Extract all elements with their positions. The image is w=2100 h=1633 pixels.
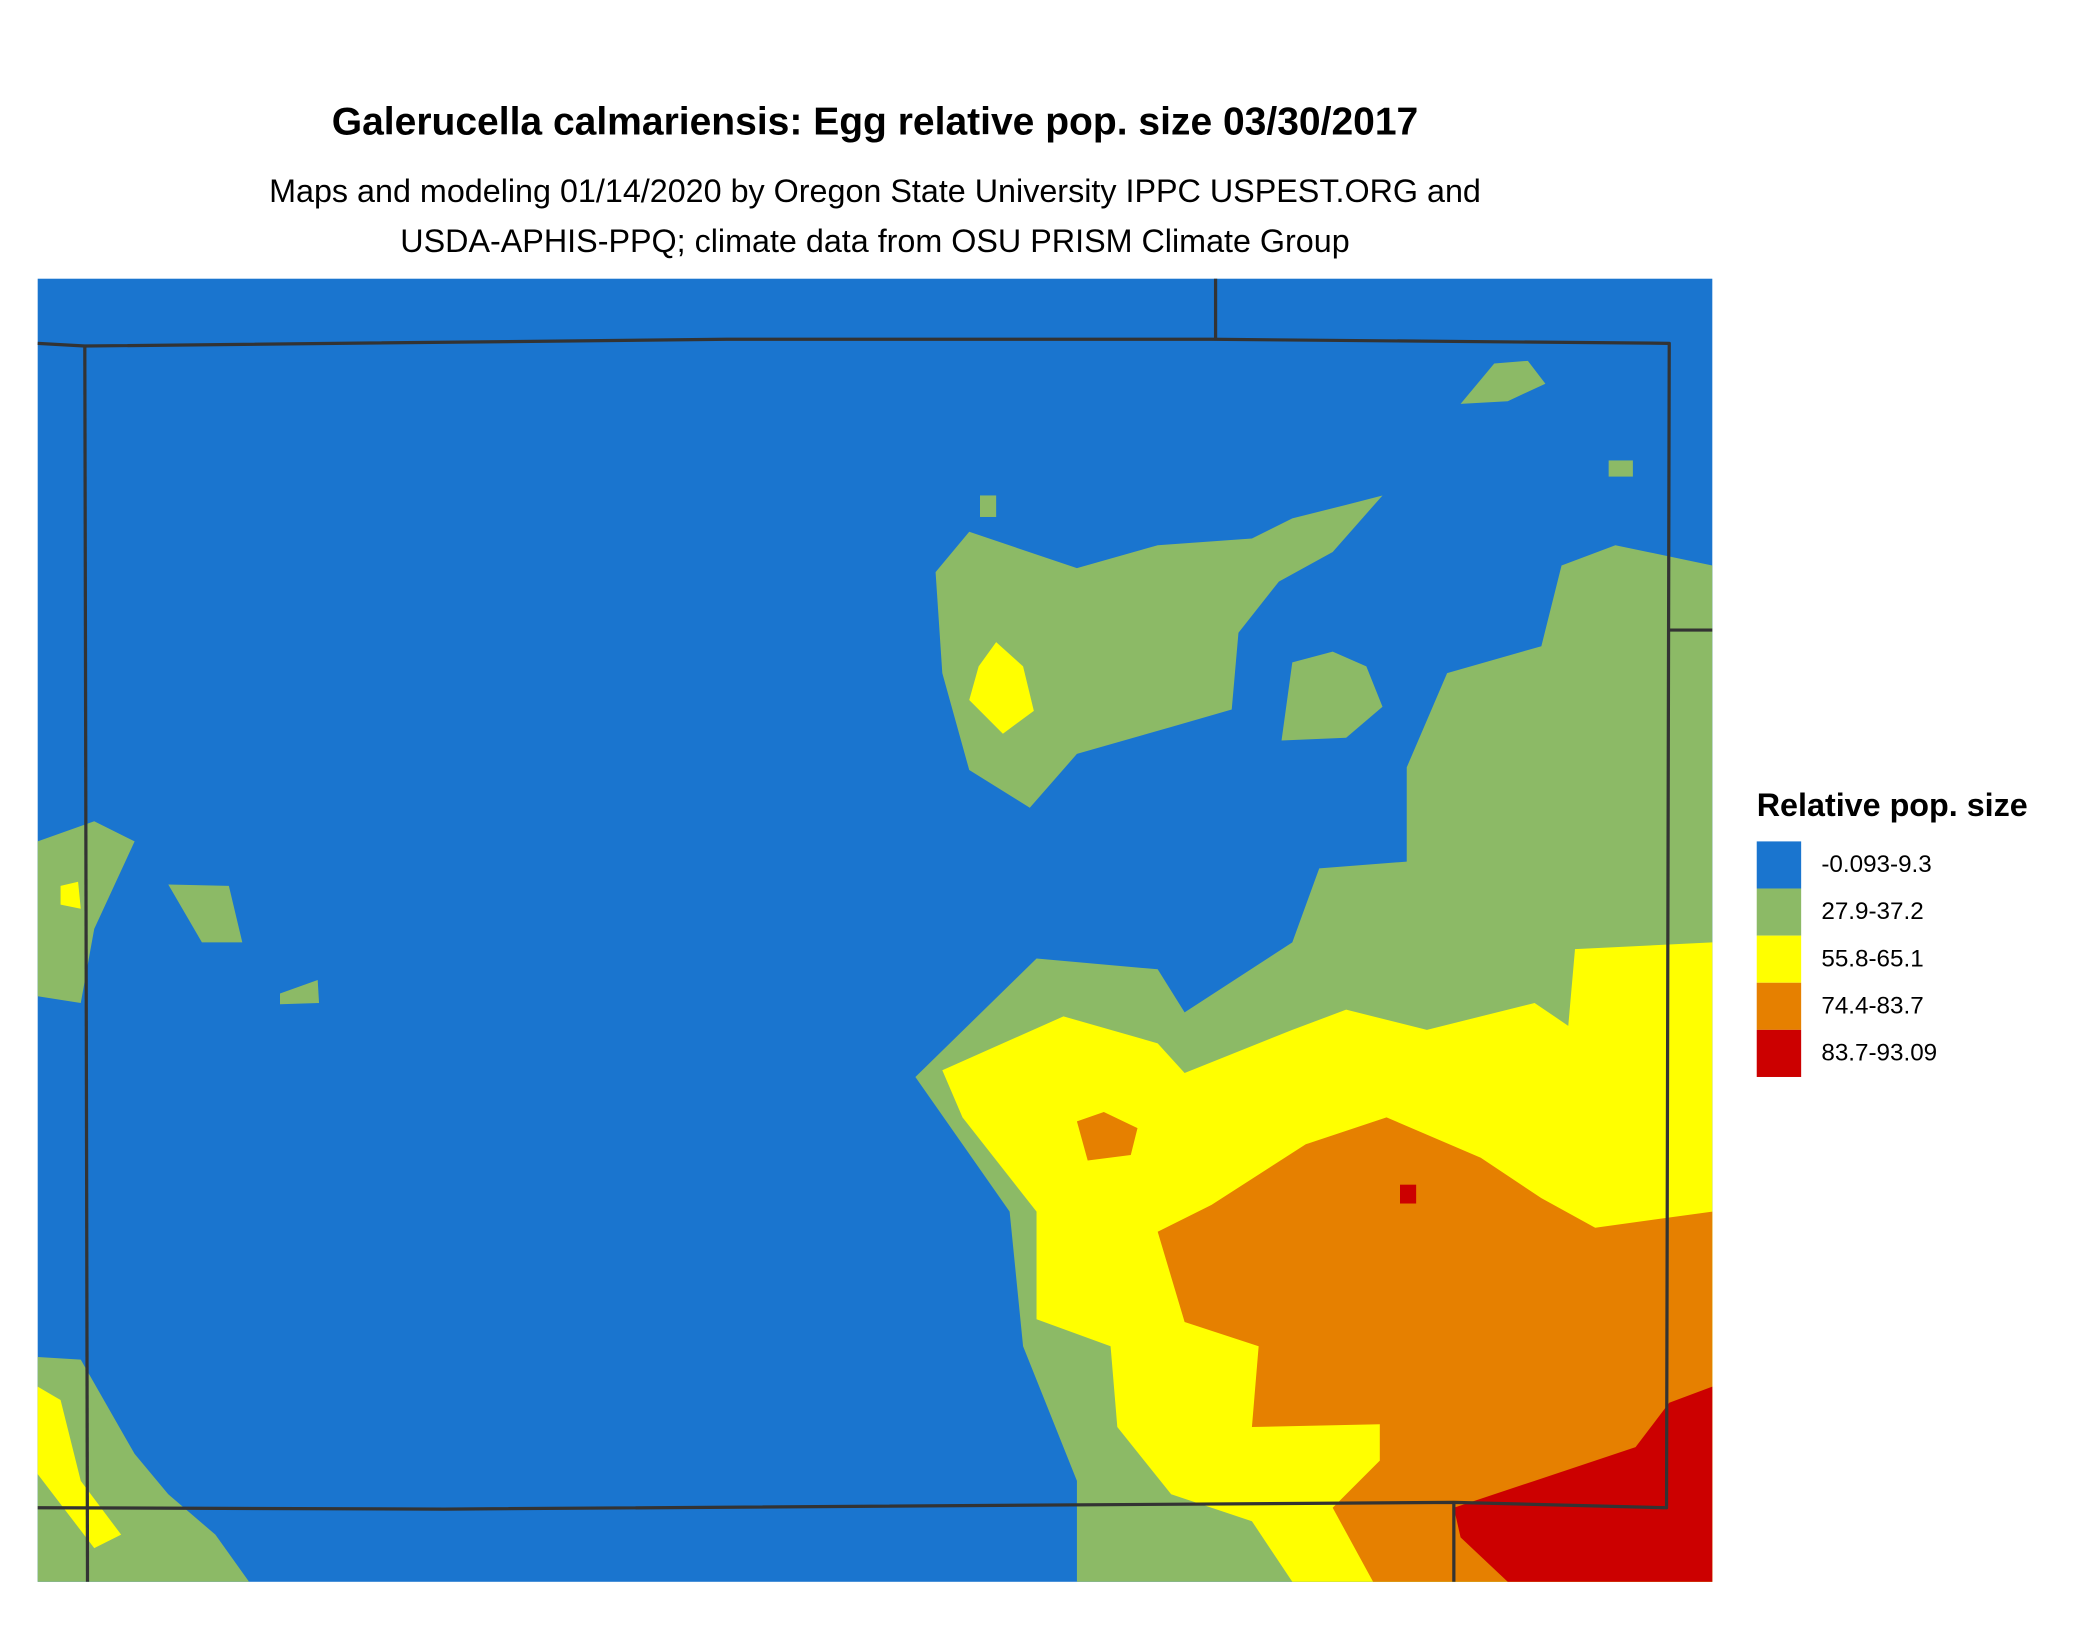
legend-title: Relative pop. size bbox=[1757, 787, 2028, 823]
region bbox=[1460, 360, 1546, 404]
legend-swatch bbox=[1756, 888, 1802, 936]
map bbox=[37, 278, 1713, 1582]
region bbox=[60, 881, 81, 909]
legend: Relative pop. size -0.093-9.3 27.9-37.2 55… bbox=[1756, 787, 2028, 1077]
legend-swatch bbox=[1756, 982, 1802, 1030]
region bbox=[1281, 651, 1383, 741]
region bbox=[168, 884, 243, 943]
region bbox=[1453, 1386, 1713, 1582]
state-border bbox=[83, 346, 90, 1582]
legend-swatch bbox=[1756, 841, 1802, 889]
title: Galerucella calmariensis: Egg relative p… bbox=[332, 101, 1419, 144]
state-border bbox=[37, 337, 1671, 1511]
region bbox=[935, 495, 1383, 808]
legend-swatch bbox=[1756, 935, 1802, 983]
region-group bbox=[1400, 1184, 1713, 1582]
legend-label: 83.7-93.09 bbox=[1821, 1040, 1937, 1067]
subtitle: Maps and modeling 01/14/2020 by Oregon S… bbox=[269, 173, 1481, 209]
region bbox=[969, 642, 1034, 734]
legend-swatch bbox=[1756, 1029, 1802, 1077]
region bbox=[1608, 460, 1633, 477]
region bbox=[1157, 1117, 1713, 1582]
subtitle: USDA-APHIS-PPQ; climate data from OSU PR… bbox=[400, 223, 1349, 259]
region bbox=[280, 980, 320, 1005]
legend-label: 74.4-83.7 bbox=[1821, 992, 1923, 1019]
region bbox=[980, 495, 997, 517]
region-group bbox=[1076, 1111, 1713, 1582]
legend-label: 27.9-37.2 bbox=[1821, 898, 1923, 925]
region bbox=[1400, 1184, 1417, 1204]
region bbox=[1076, 1111, 1138, 1161]
legend-label: 55.8-65.1 bbox=[1821, 945, 1923, 972]
legend-label: -0.093-9.3 bbox=[1821, 851, 1931, 878]
